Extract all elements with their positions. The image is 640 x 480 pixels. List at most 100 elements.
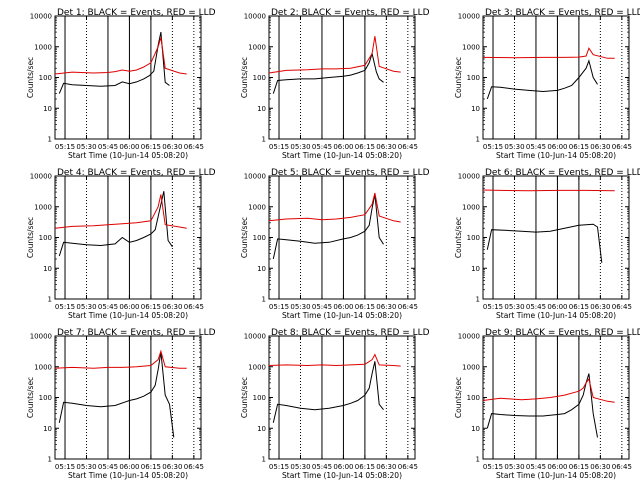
y-axis-label: Counts/sec bbox=[240, 57, 249, 98]
y-tick-label: 10 bbox=[471, 105, 480, 113]
x-tick-label: 05:15 bbox=[483, 463, 503, 471]
x-tick-label: 06:45 bbox=[398, 143, 418, 151]
detector-panel-7: Det 7: BLACK = Events, RED = LLD 1 10 100 10… bbox=[26, 328, 216, 480]
y-tick-label: 10000 bbox=[458, 13, 480, 21]
x-tick-label: 05:15 bbox=[55, 303, 75, 311]
y-tick-label: 10 bbox=[471, 265, 480, 273]
x-axis-label: Start Time (10-Jun-14 05:08:20) bbox=[496, 151, 616, 160]
x-tick-label: 06:00 bbox=[333, 143, 353, 151]
x-tick-label: 05:45 bbox=[526, 303, 546, 311]
y-axis-label: Counts/sec bbox=[454, 57, 463, 98]
x-axis-label: Start Time (10-Jun-14 05:08:20) bbox=[68, 151, 188, 160]
y-tick-label: 1000 bbox=[248, 43, 266, 51]
y-tick-label: 100 bbox=[39, 234, 52, 242]
y-axis-label: Counts/sec bbox=[454, 377, 463, 418]
x-tick-label: 05:15 bbox=[269, 143, 289, 151]
events-series-line bbox=[58, 31, 170, 94]
y-axis-label: Counts/sec bbox=[240, 377, 249, 418]
plot-frame bbox=[268, 175, 416, 300]
x-tick-label: 05:30 bbox=[504, 463, 524, 471]
y-tick-label: 100 bbox=[253, 394, 266, 402]
x-tick-label: 05:45 bbox=[312, 143, 332, 151]
x-tick-label: 05:15 bbox=[55, 463, 75, 471]
x-tick-label: 06:45 bbox=[184, 143, 204, 151]
lld-series-line bbox=[54, 37, 187, 75]
x-tick-label: 06:45 bbox=[612, 303, 632, 311]
y-tick-label: 1000 bbox=[34, 363, 52, 371]
x-tick-label: 05:15 bbox=[483, 143, 503, 151]
x-tick-label: 05:15 bbox=[269, 303, 289, 311]
x-tick-label: 06:00 bbox=[547, 463, 567, 471]
lld-series-line bbox=[482, 377, 615, 403]
events-series-line bbox=[272, 361, 384, 423]
x-tick-label: 06:30 bbox=[376, 463, 396, 471]
y-tick-label: 1000 bbox=[462, 43, 480, 51]
x-tick-label: 06:15 bbox=[355, 303, 375, 311]
lld-series-line bbox=[268, 36, 401, 74]
x-tick-label: 05:45 bbox=[312, 463, 332, 471]
x-tick-label: 06:45 bbox=[612, 463, 632, 471]
x-tick-label: 06:30 bbox=[376, 303, 396, 311]
detector-panel-2: Det 2: BLACK = Events, RED = LLD 1 10 100 10… bbox=[240, 8, 430, 160]
y-tick-label: 1 bbox=[48, 136, 52, 144]
x-axis-label: Start Time (10-Jun-14 05:08:20) bbox=[68, 311, 188, 320]
detector-panel-3: Det 3: BLACK = Events, RED = LLD 1 10 100 10… bbox=[454, 8, 640, 160]
y-tick-label: 10000 bbox=[458, 333, 480, 341]
x-axis-label: Start Time (10-Jun-14 05:08:20) bbox=[496, 311, 616, 320]
x-tick-label: 05:45 bbox=[526, 463, 546, 471]
y-axis-label: Counts/sec bbox=[26, 57, 35, 98]
y-tick-label: 1 bbox=[48, 456, 52, 464]
x-tick-label: 05:45 bbox=[98, 463, 118, 471]
x-tick-label: 06:00 bbox=[333, 463, 353, 471]
panel-title: Det 5: BLACK = Events, RED = LLD bbox=[271, 168, 430, 178]
events-series-line bbox=[58, 352, 175, 438]
panel-title: Det 8: BLACK = Events, RED = LLD bbox=[271, 328, 430, 338]
x-tick-label: 05:45 bbox=[312, 303, 332, 311]
x-tick-label: 06:30 bbox=[162, 143, 182, 151]
x-tick-label: 06:45 bbox=[398, 463, 418, 471]
detector-panel-4: Det 4: BLACK = Events, RED = LLD 1 10 100 10… bbox=[26, 168, 216, 320]
detector-panel-6: Det 6: BLACK = Events, RED = LLD 1 10 100 10… bbox=[454, 168, 640, 320]
y-tick-label: 1000 bbox=[248, 203, 266, 211]
y-tick-label: 100 bbox=[39, 394, 52, 402]
x-axis-label: Start Time (10-Jun-14 05:08:20) bbox=[282, 311, 402, 320]
lld-series-line bbox=[482, 47, 615, 59]
panel-title: Det 9: BLACK = Events, RED = LLD bbox=[485, 328, 640, 338]
events-series-line bbox=[272, 194, 384, 260]
x-tick-label: 06:45 bbox=[612, 143, 632, 151]
lld-series-line bbox=[268, 353, 401, 367]
x-tick-label: 05:15 bbox=[483, 303, 503, 311]
plot-frame bbox=[54, 335, 202, 460]
plot-frame bbox=[482, 15, 630, 140]
x-tick-label: 05:30 bbox=[76, 143, 96, 151]
plot-frame bbox=[482, 175, 630, 300]
y-tick-label: 1 bbox=[262, 136, 266, 144]
y-tick-label: 1000 bbox=[34, 203, 52, 211]
panel-title: Det 2: BLACK = Events, RED = LLD bbox=[271, 8, 430, 18]
y-tick-label: 10000 bbox=[244, 173, 266, 181]
events-series-line bbox=[486, 223, 603, 263]
y-tick-label: 10 bbox=[471, 425, 480, 433]
x-axis-label: Start Time (10-Jun-14 05:08:20) bbox=[282, 471, 402, 480]
x-tick-label: 06:30 bbox=[162, 463, 182, 471]
x-tick-label: 05:30 bbox=[76, 463, 96, 471]
x-tick-label: 06:15 bbox=[141, 463, 161, 471]
x-tick-label: 06:30 bbox=[590, 303, 610, 311]
panel-title: Det 6: BLACK = Events, RED = LLD bbox=[485, 168, 640, 178]
x-tick-label: 06:15 bbox=[141, 143, 161, 151]
y-tick-label: 1 bbox=[262, 296, 266, 304]
y-axis-label: Counts/sec bbox=[26, 377, 35, 418]
y-tick-label: 100 bbox=[253, 74, 266, 82]
x-tick-label: 05:45 bbox=[526, 143, 546, 151]
y-tick-label: 1 bbox=[476, 296, 480, 304]
x-tick-label: 06:15 bbox=[355, 143, 375, 151]
y-axis-label: Counts/sec bbox=[26, 217, 35, 258]
panel-title: Det 3: BLACK = Events, RED = LLD bbox=[485, 8, 640, 18]
panel-title: Det 1: BLACK = Events, RED = LLD bbox=[57, 8, 216, 18]
x-tick-label: 05:45 bbox=[98, 143, 118, 151]
y-tick-label: 100 bbox=[467, 74, 480, 82]
x-tick-label: 05:30 bbox=[290, 463, 310, 471]
y-tick-label: 10 bbox=[43, 105, 52, 113]
x-tick-label: 06:00 bbox=[119, 303, 139, 311]
